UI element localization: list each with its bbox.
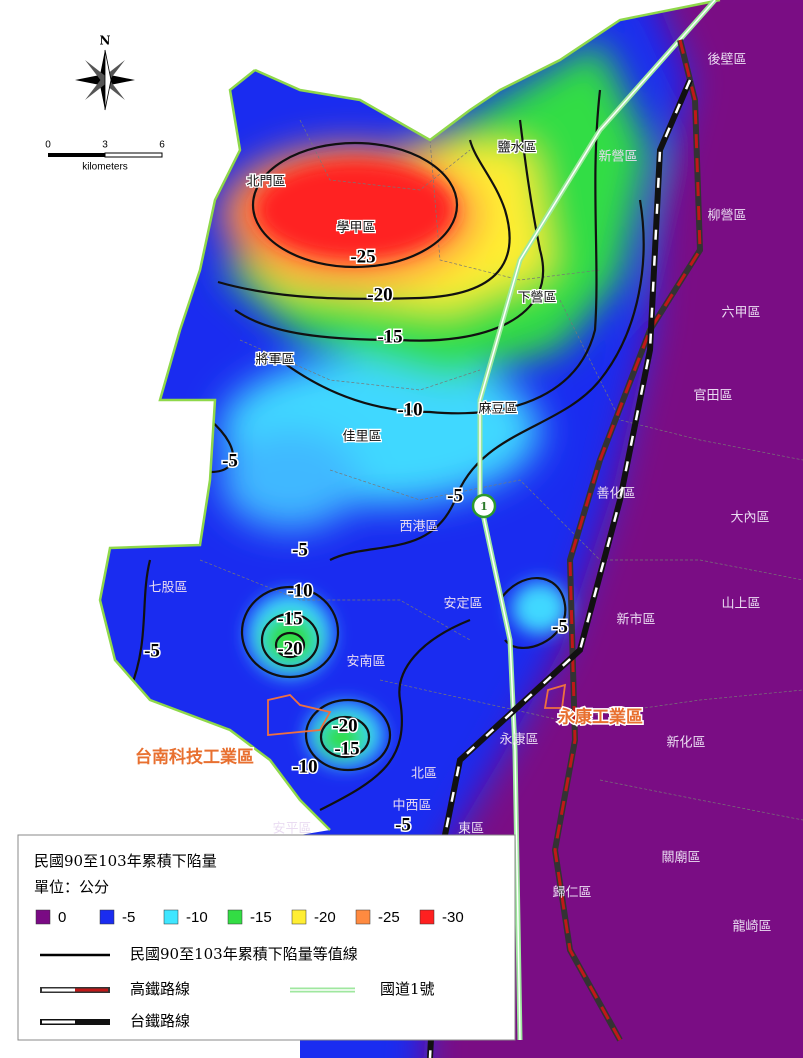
- zone-label: 永康工業區: [557, 707, 643, 728]
- contour-label: -20: [332, 715, 357, 736]
- coastline: [98, 69, 331, 831]
- legend-class-label: -15: [250, 909, 272, 926]
- contour-label: -15: [377, 326, 402, 347]
- district-label: 官田區: [693, 388, 732, 404]
- contour-label: -10: [287, 580, 312, 601]
- district-label: 西港區: [399, 520, 438, 535]
- county-border: [254, 0, 721, 142]
- district-label: 安定區: [443, 597, 482, 612]
- district-label: 安平區: [272, 822, 311, 837]
- contour-label: -20: [277, 638, 302, 659]
- legend-unit: 單位：公分: [34, 878, 109, 896]
- legend-line-label: 國道1號: [380, 980, 435, 998]
- district-label: 六甲區: [721, 306, 760, 321]
- legend-class-label: -10: [186, 909, 208, 926]
- north-arrow: N: [75, 34, 135, 111]
- district-label: 佳里區: [342, 430, 381, 445]
- contour-label: -25: [350, 246, 375, 267]
- district-label: 大內區: [730, 511, 769, 526]
- district-label: 中西區: [392, 799, 431, 814]
- district-label: 歸仁區: [552, 886, 591, 901]
- district-label: 新市區: [616, 612, 655, 628]
- district-label: 北區: [411, 767, 437, 782]
- district-label: 七股區: [148, 581, 187, 596]
- legend-line-label: 高鐵路線: [130, 980, 190, 998]
- legend-title: 民國90至103年累積下陷量: [34, 852, 217, 870]
- district-label: 安南區: [346, 654, 385, 670]
- north-label: N: [100, 34, 111, 48]
- contour-label: -5: [222, 450, 238, 471]
- district-label: 下營區: [517, 291, 556, 306]
- legend-line-label: 民國90至103年累積下陷量等值線: [130, 945, 358, 963]
- scale-tick: 3: [102, 140, 108, 151]
- contour-label: -5: [552, 616, 568, 637]
- contour-label: -5: [447, 485, 463, 506]
- contour-label: -5: [395, 814, 411, 835]
- legend-class-label: -30: [442, 909, 464, 926]
- district-label: 新化區: [666, 735, 705, 751]
- legend-swatch: [227, 909, 243, 925]
- district-label: 柳營區: [707, 209, 746, 224]
- scale-unit: kilometers: [82, 162, 128, 173]
- legend-swatch: [419, 909, 435, 925]
- scale-tick: 0: [45, 140, 51, 151]
- contour-label: -10: [397, 399, 422, 420]
- scale-bar: kilometers 0 3 6: [45, 140, 165, 173]
- district-label: 學甲區: [336, 221, 375, 236]
- district-label: 永康區: [499, 732, 538, 748]
- district-label: 北門區: [246, 175, 285, 190]
- contour-label: -15: [277, 608, 302, 629]
- district-borders: [199, 119, 803, 821]
- contour-label: -10: [292, 756, 317, 777]
- district-label: 東區: [458, 821, 484, 837]
- hsr-line-dash: [553, 39, 702, 1041]
- district-label: 將軍區: [255, 353, 294, 368]
- yongkang-zone: [543, 683, 567, 709]
- district-label: 山上區: [721, 597, 760, 612]
- zone-label: 台南科技工業區: [135, 747, 254, 768]
- legend-swatch: [355, 909, 371, 925]
- contour-label: -5: [144, 640, 160, 661]
- legend-class-label: -25: [378, 909, 400, 926]
- legend-swatch: [163, 909, 179, 925]
- legend-swatch: [99, 909, 115, 925]
- highway-marker-label: 1: [480, 500, 488, 513]
- district-label: 後壁區: [707, 53, 746, 68]
- legend-class-label: -20: [314, 909, 336, 926]
- legend-line-label: 台鐵路線: [130, 1012, 190, 1030]
- national-highway-1-core: [479, 0, 716, 1041]
- contours: [128, 89, 645, 811]
- district-label: 麻豆區: [478, 402, 517, 417]
- legend-class-label: 0: [58, 909, 66, 926]
- district-label: 龍崎區: [732, 919, 771, 935]
- highway-marker: [471, 493, 497, 519]
- legend: 民國90至103年累積下陷量 單位：公分 0 -5 -10 -15 -20 -25 -30 民…: [17, 834, 516, 1041]
- district-label: 新營區: [598, 149, 637, 165]
- scale-tick: 6: [159, 140, 165, 151]
- contour-label: -20: [367, 284, 392, 305]
- legend-swatch: [35, 909, 51, 925]
- district-label: 關廟區: [661, 850, 700, 866]
- tainan-tech-zone: [267, 694, 332, 736]
- district-label: 鹽水區: [497, 141, 536, 156]
- legend-swatch: [291, 909, 307, 925]
- contour-label: -5: [292, 539, 308, 560]
- legend-class-label: -5: [122, 909, 135, 926]
- contour-label: -15: [334, 738, 359, 759]
- district-label: 善化區: [596, 486, 635, 502]
